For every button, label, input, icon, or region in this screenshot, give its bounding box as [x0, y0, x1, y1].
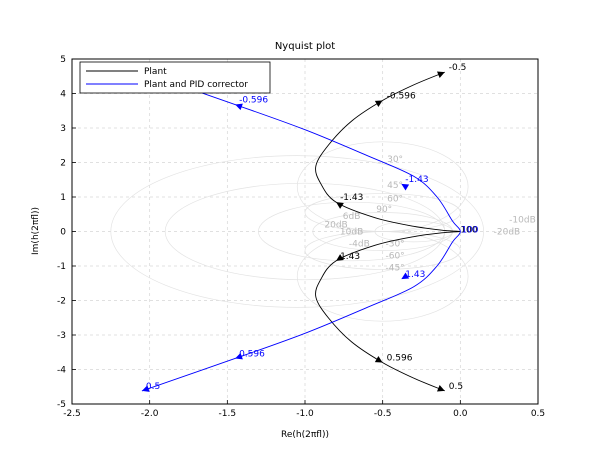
tick-layer: -2.5 -2.0 -1.5 -1.0 -0.5 0.0 0.5 5 4 3 2 1 0 -1 -2 -3 -4… [57, 55, 545, 419]
legend-label-plant: Plant [144, 67, 167, 77]
x-tick-label: 0.5 [531, 409, 545, 419]
direction-arrow [235, 103, 243, 111]
x-tick-label: -2.0 [141, 409, 159, 419]
endpoint-frequency-label: 100 [461, 226, 478, 236]
y-tick-label: -2 [57, 297, 66, 307]
grid-contour-label: 6dB [343, 212, 361, 222]
frequency-label: -1.43 [405, 175, 428, 185]
frequency-label: 0.5 [449, 382, 463, 392]
direction-arrow [235, 352, 243, 360]
y-tick-label: 1 [60, 193, 66, 203]
frequency-label: 0.596 [239, 349, 265, 359]
x-tick-label: -2.5 [63, 409, 81, 419]
grid-contour-label: -60° [385, 252, 404, 262]
x-tick-label: 0.0 [453, 409, 468, 419]
frequency-label: -0.596 [239, 96, 268, 106]
direction-arrow [436, 71, 445, 79]
y-tick-label: -5 [57, 400, 66, 410]
grid-contour-label: 20dB [324, 221, 347, 231]
frequency-label: 0.596 [387, 354, 413, 364]
legend-label-pid: Plant and PID corrector [144, 80, 248, 90]
grid-contour-label: -4dB [349, 240, 370, 250]
direction-arrow [436, 384, 445, 392]
grid-contour-label: 60° [387, 195, 403, 205]
y-tick-label: 0 [60, 228, 66, 238]
direction-arrow [401, 272, 410, 280]
grid-contour-label: 90° [376, 205, 392, 215]
grid-contour-label: -30° [385, 240, 404, 250]
grid-contour-label: 30° [387, 155, 403, 165]
y-tick-label: -4 [57, 366, 66, 376]
grid-contour-label: 45° [387, 181, 403, 191]
direction-arrow [141, 385, 150, 392]
y-tick-label: -3 [57, 331, 66, 341]
y-tick-label: 5 [60, 55, 66, 65]
x-tick-label: -0.5 [374, 409, 392, 419]
frequency-label: 0.5 [146, 382, 160, 392]
legend-box [79, 61, 271, 94]
m-circle-contour [258, 201, 446, 262]
direction-arrow [336, 202, 344, 209]
x-tick-label: -1.0 [296, 409, 314, 419]
direction-arrow [374, 100, 383, 107]
frequency-label: 1.43 [405, 270, 425, 280]
y-tick-label: -1 [57, 262, 66, 272]
x-tick-label: -1.5 [219, 409, 237, 419]
frequency-label: 1.43 [340, 252, 360, 262]
frequency-label: -1.43 [340, 193, 363, 203]
grid-contour-label: -20dB [494, 228, 521, 238]
grid-contour-label: -45° [385, 264, 404, 274]
direction-arrow [374, 356, 383, 363]
y-tick-label: 3 [60, 124, 66, 134]
y-tick-label: 4 [60, 90, 66, 100]
y-tick-label: 2 [60, 159, 66, 169]
grid-contour-label: -10dB [509, 215, 536, 225]
frequency-label: -0.596 [387, 91, 416, 101]
chart-title: Nyquist plot [275, 41, 335, 52]
direction-arrow [336, 254, 344, 261]
m-circle-contour [110, 155, 484, 308]
endpoint-frequency-label: 100 [460, 226, 477, 236]
grid-contour-label: 10dB [340, 228, 363, 238]
pid-curve [141, 71, 461, 392]
n-circle-contour [304, 231, 461, 270]
frequency-label: -0.5 [449, 63, 467, 73]
direction-arrow [401, 183, 410, 191]
y-axis-label: Im(h(2πfl)) [31, 207, 41, 255]
legend: Plant Plant and PID corrector [79, 61, 271, 94]
x-axis-label: Re(h(2πfl)) [281, 430, 329, 440]
series-layer: -0.5-0.596-1.431.430.5960.5-0.5-0.596-1.… [141, 63, 479, 392]
